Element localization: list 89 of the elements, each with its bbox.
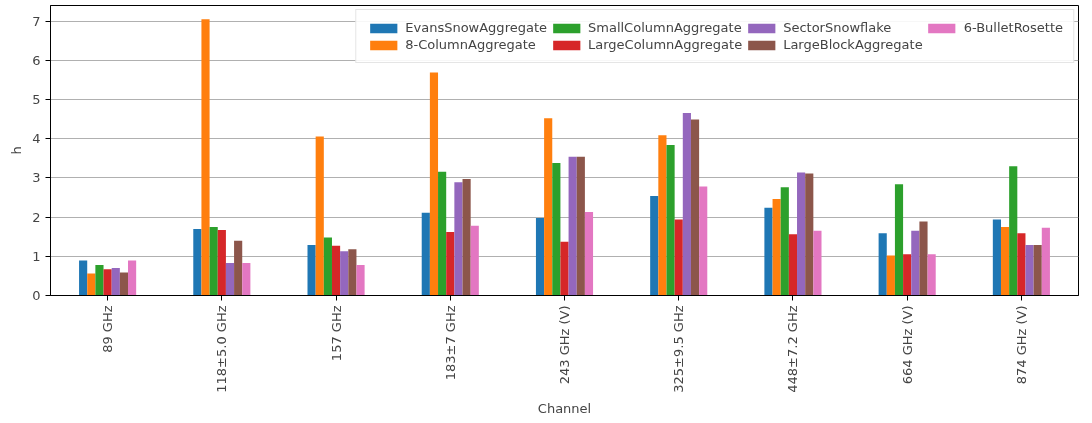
- bar: [1000, 226, 1010, 296]
- x-tick-label: 874 GHz (V): [1013, 305, 1029, 385]
- legend-label: LargeBlockAggregate: [783, 37, 923, 52]
- bar: [87, 273, 96, 296]
- bar: [429, 72, 439, 296]
- x-tick-label: 325±9.5 GHz: [671, 305, 687, 393]
- bar: [438, 171, 447, 296]
- y-tick-label: 4: [32, 131, 41, 147]
- bar: [95, 264, 104, 296]
- bar: [552, 163, 561, 296]
- bar: [560, 241, 569, 296]
- y-axis-title: h: [9, 146, 25, 155]
- bar: [1041, 227, 1050, 296]
- bar: [911, 230, 920, 296]
- bar: [119, 272, 129, 296]
- bar: [421, 212, 430, 296]
- bar: [535, 217, 545, 296]
- y-tick-label: 1: [32, 248, 41, 264]
- bar: [927, 254, 936, 296]
- bar: [805, 173, 814, 296]
- x-tick-label: 448±7.2 GHz: [785, 305, 801, 393]
- bar: [886, 255, 895, 296]
- legend-label: 6-BulletRosette: [963, 20, 1063, 35]
- legend-label: SmallColumnAggregate: [588, 20, 742, 35]
- bar: [764, 207, 773, 296]
- bar: [225, 262, 235, 296]
- x-tick-label: 118±5.0 GHz: [214, 305, 230, 393]
- bar: [788, 234, 798, 296]
- y-tick-label: 6: [32, 52, 41, 68]
- bar: [666, 145, 675, 296]
- bar: [307, 244, 316, 296]
- bar: [658, 135, 667, 296]
- bar: [878, 233, 887, 296]
- bar: [797, 172, 806, 296]
- bar: [331, 245, 341, 296]
- bar: [462, 179, 471, 296]
- bar: [780, 187, 789, 296]
- bar: [919, 221, 928, 296]
- x-axis-title: Channel: [537, 400, 592, 416]
- bar: [128, 260, 137, 296]
- x-tick-label: 89 GHz: [100, 305, 116, 353]
- x-tick-label: 157 GHz: [328, 305, 344, 362]
- bar: [315, 136, 324, 296]
- bar: [242, 262, 251, 296]
- bar: [103, 269, 112, 296]
- bar: [323, 237, 332, 296]
- bar: [674, 219, 683, 296]
- legend-label: 8-ColumnAggregate: [405, 37, 536, 52]
- bar: [584, 212, 594, 296]
- bar: [690, 119, 700, 296]
- bar: [234, 240, 243, 296]
- y-tick-label: 3: [32, 170, 41, 186]
- bar: [894, 184, 904, 296]
- bar: [193, 228, 202, 296]
- bar: [1009, 166, 1018, 296]
- bar: [699, 186, 708, 296]
- bar: [201, 19, 210, 296]
- bar: [340, 251, 349, 296]
- bar: [576, 156, 585, 296]
- bar: [1025, 244, 1034, 296]
- bar: [217, 230, 226, 296]
- legend-label: SectorSnowflake: [783, 20, 892, 35]
- y-tick-label: 0: [32, 288, 41, 303]
- bar: [1017, 233, 1026, 296]
- legend-label: EvansSnowAggregate: [405, 20, 547, 35]
- y-tick-label: 5: [32, 92, 41, 108]
- bar: [568, 156, 577, 296]
- bar: [454, 182, 463, 296]
- y-tick-label: 2: [32, 209, 41, 225]
- bar: [650, 195, 659, 296]
- legend-label: LargeColumnAggregate: [588, 37, 743, 52]
- x-tick-label: 664 GHz (V): [899, 305, 915, 385]
- bar: [79, 260, 88, 296]
- bar: [209, 226, 218, 296]
- x-tick-label: 243 GHz (V): [557, 305, 572, 385]
- bar: [813, 230, 822, 296]
- bar: [348, 249, 357, 296]
- bar: [772, 199, 781, 296]
- bar: [356, 264, 365, 296]
- bar: [992, 219, 1001, 296]
- x-tick-label: 183±7 GHz: [442, 305, 458, 381]
- bar: [470, 225, 479, 296]
- bar: [903, 254, 912, 296]
- bar: [1033, 244, 1042, 296]
- bar: [544, 118, 553, 296]
- bar: [111, 268, 120, 296]
- bar: [446, 232, 455, 296]
- bar: [682, 112, 691, 296]
- y-tick-label: 7: [32, 13, 41, 29]
